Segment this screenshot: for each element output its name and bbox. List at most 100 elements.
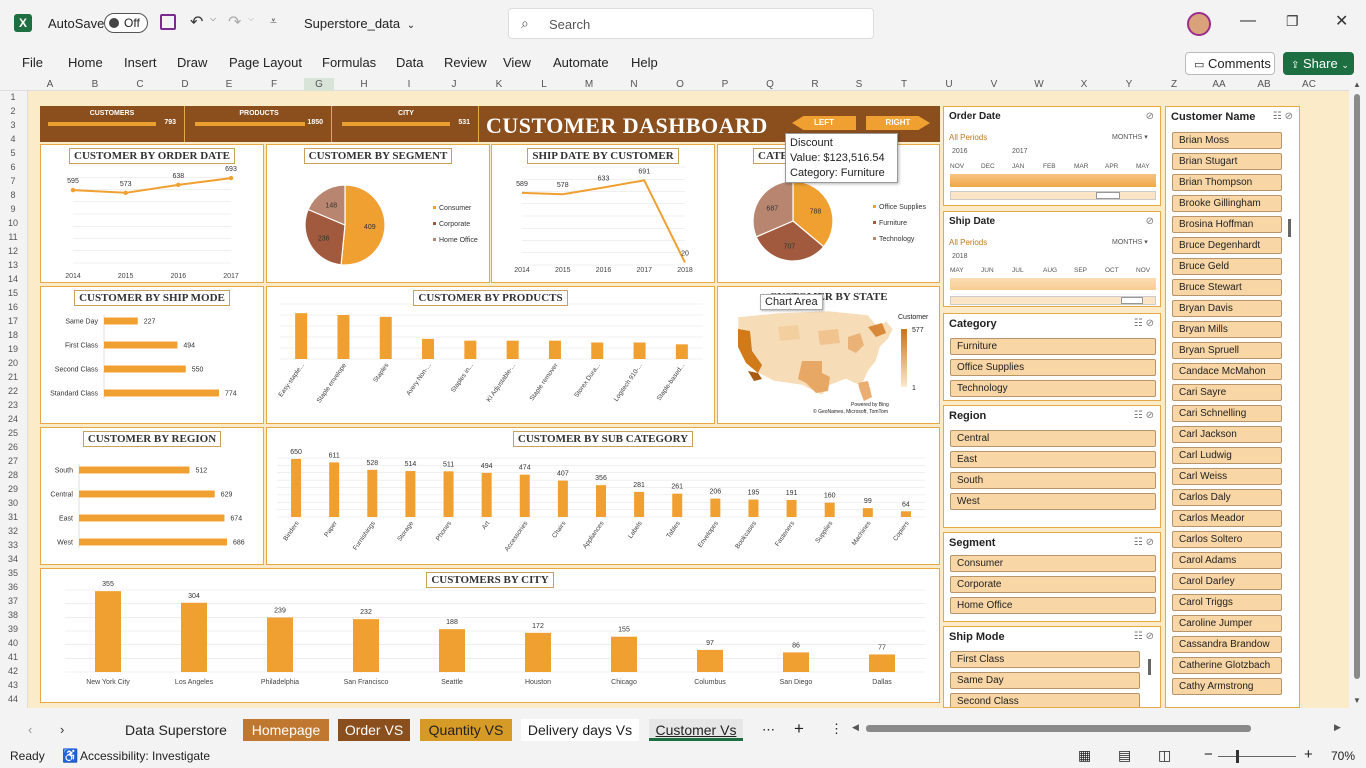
row-header[interactable]: 11 bbox=[8, 232, 18, 242]
bar[interactable] bbox=[596, 485, 606, 517]
bar[interactable] bbox=[79, 466, 190, 474]
horizontal-scrollbar[interactable]: ◀ ▶ bbox=[852, 722, 1346, 736]
right-button[interactable]: RIGHT bbox=[866, 116, 930, 130]
column-header[interactable]: F bbox=[270, 79, 278, 90]
normal-view-icon[interactable]: ▦ bbox=[1078, 747, 1092, 763]
row-header[interactable]: 44 bbox=[7, 694, 18, 704]
bar[interactable] bbox=[79, 514, 225, 522]
slicer-item[interactable]: Brian Thompson bbox=[1172, 174, 1282, 191]
column-header[interactable]: E bbox=[225, 79, 233, 90]
column-header[interactable]: K bbox=[495, 79, 503, 90]
slicer-segment[interactable]: Segment ☷ ⊘ Consumer Corporate Home Offi… bbox=[943, 532, 1161, 622]
menu-draw[interactable]: Draw bbox=[177, 55, 208, 70]
pie-slice[interactable] bbox=[304, 208, 346, 266]
row-header[interactable]: 3 bbox=[10, 120, 16, 130]
menu-help[interactable]: Help bbox=[631, 55, 658, 70]
bar[interactable] bbox=[748, 499, 759, 517]
slicer-item[interactable]: Carl Ludwig bbox=[1172, 447, 1282, 464]
slicer-item[interactable]: Central bbox=[950, 430, 1156, 447]
timeline-month[interactable]: JAN bbox=[1012, 163, 1025, 170]
slicer-item[interactable]: Catherine Glotzbach bbox=[1172, 657, 1282, 674]
zoom-thumb[interactable] bbox=[1236, 750, 1239, 763]
row-header[interactable]: 31 bbox=[7, 512, 18, 522]
bar[interactable] bbox=[519, 474, 530, 517]
column-header[interactable]: W bbox=[1034, 79, 1044, 90]
row-header[interactable]: 16 bbox=[7, 302, 18, 312]
bar[interactable] bbox=[291, 458, 302, 517]
bar[interactable] bbox=[443, 471, 454, 517]
bar[interactable] bbox=[481, 472, 492, 517]
column-header[interactable]: X bbox=[1080, 79, 1088, 90]
multi-select-icon[interactable]: ☷ ⊘ bbox=[1133, 537, 1154, 548]
multi-select-icon[interactable]: ☷ ⊘ bbox=[1272, 111, 1293, 122]
slicer-item[interactable]: Home Office bbox=[950, 597, 1156, 614]
slicer-item[interactable]: Same Day bbox=[950, 672, 1140, 689]
slicer-item[interactable]: West bbox=[950, 493, 1156, 510]
bar[interactable] bbox=[869, 654, 895, 672]
column-header[interactable]: Q bbox=[766, 79, 774, 90]
data-point[interactable] bbox=[228, 175, 234, 181]
redo-icon[interactable]: ↷ bbox=[228, 14, 242, 31]
row-header[interactable]: 36 bbox=[7, 582, 18, 592]
bar[interactable] bbox=[862, 508, 873, 517]
row-header[interactable]: 25 bbox=[7, 428, 18, 438]
timeline-month[interactable]: MAR bbox=[1074, 163, 1089, 170]
close-icon[interactable]: ✕ bbox=[1335, 13, 1349, 30]
row-header[interactable]: 41 bbox=[7, 652, 18, 662]
column-header[interactable]: N bbox=[630, 79, 638, 90]
row-header[interactable]: 20 bbox=[7, 358, 18, 368]
menu-formulas[interactable]: Formulas bbox=[322, 55, 377, 70]
column-header[interactable]: B bbox=[91, 79, 99, 90]
slicer-item[interactable]: Brian Stugart bbox=[1172, 153, 1282, 170]
share-button[interactable]: ⇪ Share ⌄ bbox=[1283, 52, 1354, 75]
row-header[interactable]: 13 bbox=[7, 260, 18, 270]
undo-icon[interactable]: ↶ bbox=[190, 14, 204, 31]
restore-icon[interactable]: ❐ bbox=[1286, 13, 1299, 29]
period-unit[interactable]: MONTHS ▾ bbox=[1112, 238, 1148, 246]
column-header[interactable]: D bbox=[181, 79, 189, 90]
slicer-item[interactable]: Office Supplies bbox=[950, 359, 1156, 376]
worksheet[interactable]: CUSTOMERS 793 PRODUCTS 1850 CITY 531 CUS… bbox=[28, 91, 1349, 708]
slicer-item[interactable]: Carl Jackson bbox=[1172, 426, 1282, 443]
column-header[interactable]: V bbox=[990, 79, 998, 90]
bar[interactable] bbox=[104, 389, 219, 397]
row-header[interactable]: 33 bbox=[7, 540, 18, 550]
row-header[interactable]: 34 bbox=[7, 554, 18, 564]
timeline-order-date[interactable]: Order Date ⊘ All Periods MONTHS ▾ 2016 2… bbox=[943, 106, 1161, 206]
column-header[interactable]: AA bbox=[1212, 79, 1226, 90]
column-header[interactable]: S bbox=[855, 79, 863, 90]
chart-order-date[interactable]: CUSTOMER BY ORDER DATE 595 2014 573 2015 638 2… bbox=[40, 144, 264, 283]
bar[interactable] bbox=[633, 342, 646, 360]
timeline-bar[interactable] bbox=[950, 174, 1156, 187]
slicer-item[interactable]: Brian Moss bbox=[1172, 132, 1282, 149]
timeline-month[interactable]: SEP bbox=[1074, 267, 1088, 274]
menu-view[interactable]: View bbox=[503, 55, 531, 70]
column-header[interactable]: P bbox=[721, 79, 729, 90]
series-line[interactable] bbox=[521, 179, 686, 263]
slicer-item[interactable]: Technology bbox=[950, 380, 1156, 397]
bar[interactable] bbox=[697, 649, 723, 672]
menu-data[interactable]: Data bbox=[396, 55, 424, 70]
slicer-item[interactable]: Cassandra Brandow bbox=[1172, 636, 1282, 653]
column-header[interactable]: H bbox=[360, 79, 368, 90]
row-header[interactable]: 2 bbox=[10, 106, 16, 116]
timeline-month[interactable]: DEC bbox=[981, 163, 995, 170]
column-header[interactable]: T bbox=[900, 79, 908, 90]
slicer-item[interactable]: Carlos Soltero bbox=[1172, 531, 1282, 548]
slicer-item[interactable]: Bruce Degenhardt bbox=[1172, 237, 1282, 254]
data-point[interactable] bbox=[70, 187, 76, 193]
timeline-month[interactable]: AUG bbox=[1043, 267, 1058, 274]
slicer-item[interactable]: Second Class bbox=[950, 693, 1140, 707]
row-header[interactable]: 14 bbox=[7, 274, 18, 284]
bar[interactable] bbox=[786, 499, 797, 517]
zoom-out-icon[interactable]: − bbox=[1204, 746, 1213, 763]
file-name-button[interactable]: Superstore_data ⌄ bbox=[304, 16, 415, 31]
row-header[interactable]: 22 bbox=[7, 386, 18, 396]
bar[interactable] bbox=[329, 462, 340, 517]
clear-filter-icon[interactable]: ⊘ bbox=[1145, 111, 1154, 122]
chart-city[interactable]: CUSTOMERS BY CITY 355 New York City 304 Los … bbox=[40, 568, 940, 703]
tab-data-superstore[interactable]: Data Superstore bbox=[125, 722, 227, 738]
zoom-level[interactable]: 70% bbox=[1331, 749, 1356, 763]
column-header[interactable]: Y bbox=[1125, 79, 1133, 90]
menu-home[interactable]: Home bbox=[68, 55, 103, 70]
